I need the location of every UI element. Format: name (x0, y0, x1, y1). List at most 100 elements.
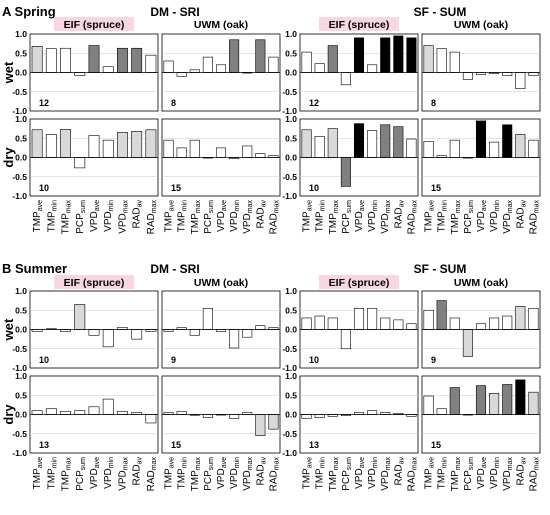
x-tick-label-tmp-max: TMPmax (61, 457, 73, 492)
bar-tmp-min (176, 411, 187, 415)
bar-tmp-max (449, 51, 460, 73)
section-title: B Summer (2, 261, 67, 276)
x-tick-base: PCP (75, 213, 86, 234)
panel-spring-3-dry: 15 (421, 118, 541, 197)
y-tick-label: 1.0 (285, 29, 297, 39)
y-tick-label: -0.5 (282, 344, 297, 354)
x-tick-base: TMP (450, 470, 461, 491)
bar-tmp-min (45, 134, 57, 158)
bar-rad-av (131, 131, 143, 158)
x-tick-sub: min (372, 457, 379, 468)
x-tick-base: RAD (393, 464, 404, 485)
y-tick-label: -0.5 (12, 172, 27, 182)
x-tick-label-vpd-min: VPDmin (103, 457, 115, 489)
x-tick-base: VPD (476, 468, 487, 489)
x-tick-base: TMP (315, 468, 326, 489)
bar-tmp-ave (423, 309, 434, 330)
x-tick-sub: sum (80, 457, 87, 470)
x-tick-label-rad-av: RADav (255, 200, 267, 229)
sample-size-label: 15 (171, 183, 181, 193)
y-tick-label: 0.0 (285, 68, 297, 78)
bar-rad-max (268, 56, 279, 73)
x-tick-sub: max (273, 200, 280, 214)
x-tick-label-tmp-min: TMPmin (437, 457, 449, 489)
bar-vpd-max (502, 315, 513, 330)
bar-vpd-ave (353, 123, 365, 158)
x-tick-base: TMP (328, 213, 339, 234)
y-tick-label: -0.5 (12, 87, 27, 97)
x-tick-label-tmp-ave: TMPave (302, 200, 314, 233)
x-tick-label-tmp-max: TMPmax (61, 200, 73, 235)
x-tick-label-vpd-max: VPDmax (242, 457, 254, 491)
x-tick-sub: ave (169, 457, 176, 468)
x-tick-base: RAD (515, 207, 526, 228)
x-tick-label-tmp-min: TMPmin (177, 200, 189, 232)
x-tick-base: TMP (450, 213, 461, 234)
species-label: UWM (oak) (194, 277, 248, 289)
bar-vpd-min (489, 141, 500, 158)
sample-size-label: 15 (431, 440, 441, 450)
x-tick-base: TMP (32, 468, 43, 489)
bar-vpd-min (102, 398, 114, 415)
x-tick-sub: sum (208, 457, 215, 470)
x-tick-base: TMP (437, 211, 448, 232)
bar-vpd-ave (88, 329, 100, 336)
bar-tmp-min (45, 48, 57, 73)
x-tick-label-rad-av: RADav (132, 457, 144, 486)
x-tick-base: VPD (216, 468, 227, 489)
x-tick-sub: min (320, 457, 327, 468)
species-label: UWM (oak) (194, 19, 248, 31)
x-tick-base: RAD (515, 464, 526, 485)
x-tick-sub: ave (307, 457, 314, 468)
x-tick-sub: ave (169, 200, 176, 211)
y-tick-label: -0.5 (12, 344, 27, 354)
sample-size-label: 8 (431, 98, 436, 108)
x-tick-base: TMP (315, 211, 326, 232)
y-tick-label: 0.0 (15, 68, 27, 78)
x-tick-label-tmp-min: TMPmin (315, 200, 327, 232)
bar-tmp-min (176, 72, 187, 77)
species-label: EIF (spruce) (329, 277, 390, 289)
bar-tmp-max (449, 317, 460, 330)
x-tick-base: PCP (463, 213, 474, 234)
bar-rad-av (515, 306, 526, 330)
x-tick-base: TMP (32, 211, 43, 232)
x-tick-base: TMP (61, 470, 72, 491)
bar-tmp-min (176, 147, 187, 158)
site-label: DM - SRI (150, 5, 199, 19)
x-tick-base: RAD (132, 464, 143, 485)
y-tick-label: -1.0 (12, 448, 27, 458)
x-tick-sub: sum (468, 200, 475, 213)
x-tick-base: TMP (61, 213, 72, 234)
bar-rad-av (255, 414, 266, 436)
sample-size-label: 8 (171, 98, 176, 108)
species-highlight (319, 17, 399, 31)
panel-summer-3-wet: 9 (421, 290, 541, 369)
panel-summer-0-wet: 10 (29, 290, 159, 369)
x-tick-sub: max (533, 200, 540, 214)
x-tick-label-pcp-sum: PCPsum (341, 457, 353, 491)
x-tick-sub: min (320, 200, 327, 211)
x-tick-label-rad-max: RADmax (146, 200, 158, 235)
y-tick-label: 0.5 (285, 133, 297, 143)
x-tick-label-rad-max: RADmax (528, 457, 540, 492)
species-label: EIF (spruce) (64, 19, 125, 31)
x-tick-sub: ave (429, 457, 436, 468)
bar-vpd-min (367, 64, 378, 73)
sample-size-label: 9 (171, 355, 176, 365)
bar-tmp-ave (301, 51, 312, 73)
x-tick-label-tmp-min: TMPmin (315, 457, 327, 489)
x-tick-label-rad-av: RADav (132, 200, 144, 229)
x-tick-base: VPD (489, 468, 500, 489)
sample-size-label: 13 (309, 440, 319, 450)
sample-size-label: 10 (309, 355, 319, 365)
x-tick-label-tmp-max: TMPmax (328, 200, 340, 235)
sample-size-label: 10 (39, 355, 49, 365)
bar-vpd-min (102, 139, 114, 158)
x-tick-sub: max (195, 200, 202, 214)
x-tick-sub: max (273, 457, 280, 471)
bar-vpd-min (367, 308, 378, 330)
x-tick-label-rad-max: RADmax (406, 200, 418, 235)
x-tick-label-tmp-ave: TMPave (424, 200, 436, 233)
x-tick-base: RAD (393, 207, 404, 228)
